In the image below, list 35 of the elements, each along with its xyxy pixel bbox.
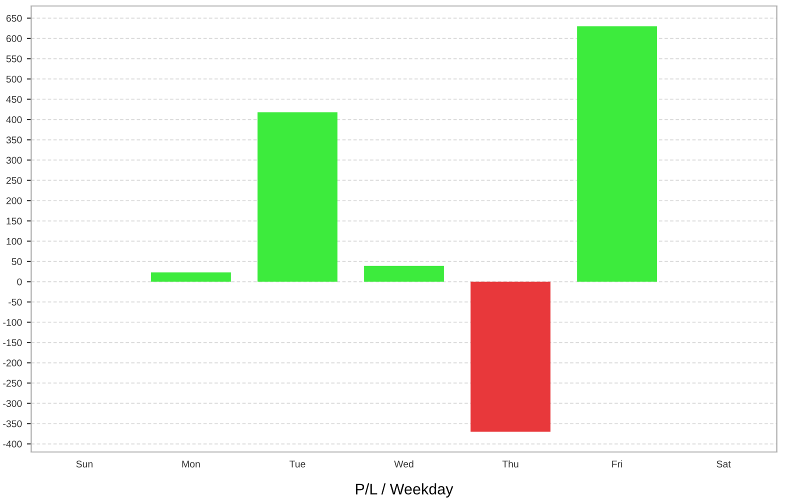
y-tick-label: 350: [6, 136, 22, 144]
x-tick-label: Sun: [76, 460, 92, 468]
y-tick-label: -150: [3, 339, 22, 346]
y-tick-label: -400: [3, 440, 22, 448]
bar: [364, 266, 444, 282]
x-axis-title: P/L / Weekday: [356, 483, 454, 498]
y-tick-label: 250: [6, 177, 22, 184]
y-tick-label: -250: [3, 380, 22, 387]
y-tick-label: 600: [6, 35, 22, 42]
bar: [151, 272, 231, 282]
x-tick-label: Tue: [290, 460, 306, 468]
y-tick-label: -300: [3, 400, 22, 407]
y-tick-label: 450: [6, 96, 22, 103]
x-tick-label: Mon: [182, 460, 200, 468]
x-tick-label: Thu: [502, 460, 518, 468]
y-tick-label: 200: [6, 197, 22, 204]
y-tick-label: 300: [6, 156, 22, 164]
bar: [577, 26, 657, 282]
y-tick-label: -200: [3, 360, 22, 366]
y-tick-label: 500: [6, 76, 22, 83]
y-tick-label: -100: [3, 318, 22, 326]
y-tick-label: 150: [6, 218, 22, 225]
y-tick-label: -350: [3, 420, 22, 428]
y-tick-label: 50: [12, 258, 22, 266]
y-tick-label: 650: [6, 14, 22, 22]
bar: [258, 112, 338, 282]
y-tick-label: 400: [6, 116, 22, 124]
y-tick-label: 0: [17, 278, 22, 286]
x-tick-label: Fri: [612, 460, 622, 468]
y-tick-label: 550: [6, 55, 22, 62]
bar: [470, 282, 550, 432]
x-tick-label: Wed: [394, 460, 414, 468]
y-tick-label: 100: [6, 238, 22, 245]
x-tick-label: Sat: [716, 460, 731, 468]
y-tick-label: -50: [8, 298, 22, 306]
